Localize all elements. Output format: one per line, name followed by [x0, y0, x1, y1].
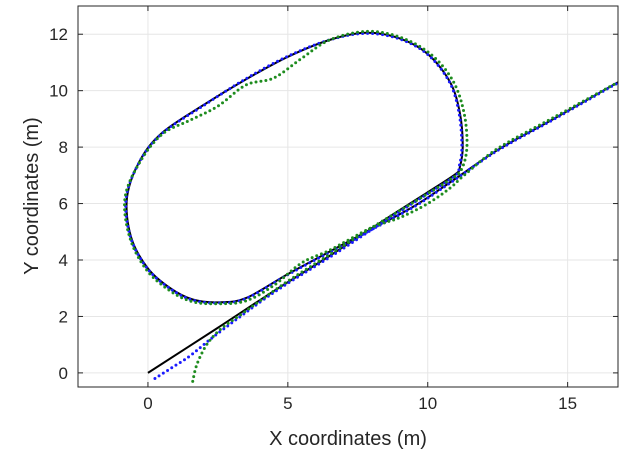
y-tick-label: 12	[49, 25, 68, 44]
y-tick-label: 8	[59, 138, 68, 157]
x-axis-label: X coordinates (m)	[269, 428, 427, 450]
y-tick-label: 2	[59, 307, 68, 326]
x-tick-label: 15	[558, 394, 577, 413]
y-tick-label: 6	[59, 195, 68, 214]
y-tick-label: 4	[59, 251, 68, 270]
y-tick-label: 0	[59, 364, 68, 383]
plot-area-background	[78, 6, 618, 387]
tick-marks-and-labels: 0 5 10 15 0 2 4 6 8 10 12	[49, 6, 618, 413]
series-layer	[123, 29, 618, 383]
axes-box	[77, 5, 619, 388]
y-tick-label: 10	[49, 82, 68, 101]
x-tick-label: 5	[283, 394, 292, 413]
y-axis-label: Y coordinates (m)	[21, 117, 43, 274]
series-line-2	[123, 29, 618, 383]
x-tick-label: 0	[143, 394, 152, 413]
x-tick-label: 10	[418, 394, 437, 413]
